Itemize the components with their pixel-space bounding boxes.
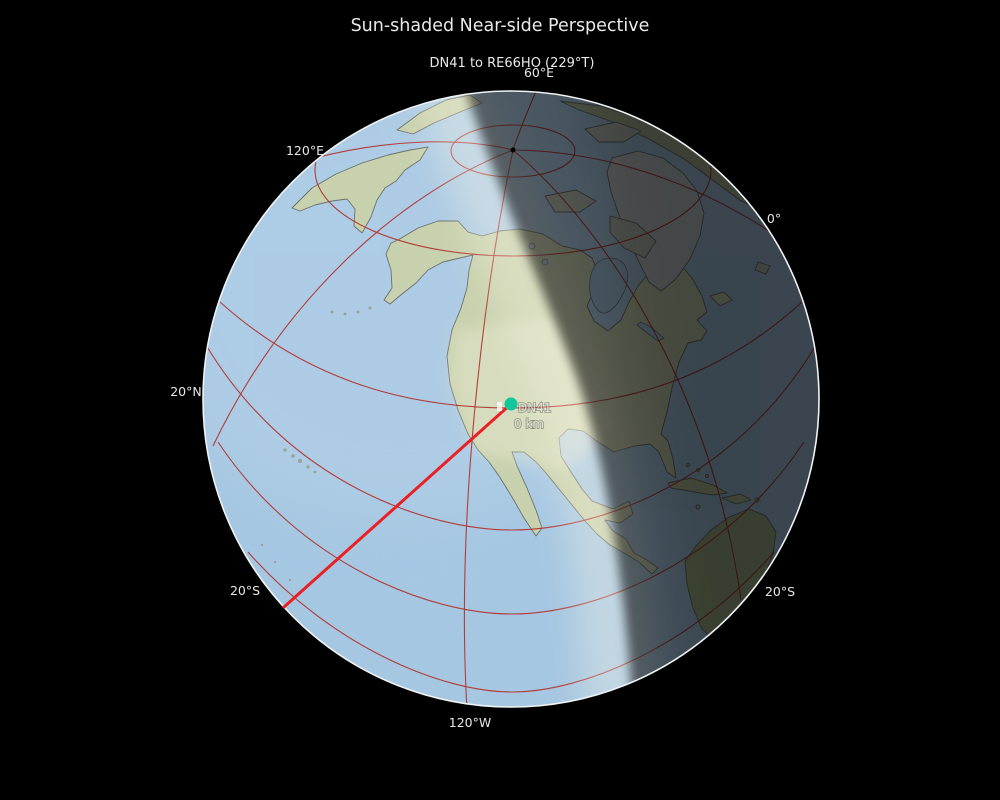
grid-label-20S-left: 20°S [230,583,260,598]
north-pole-dot [510,147,516,153]
page-title: Sun-shaded Near-side Perspective [351,16,650,36]
grid-label-120W: 120°W [449,715,491,730]
landmass-siberia [291,146,429,234]
page-subtitle: DN41 to RE66HO (229°T) [430,56,595,71]
island-hawaii [291,454,295,458]
globe-rim [202,90,820,708]
island-polynesia [288,578,292,582]
origin-distance-label: 0 km [514,417,544,431]
route-path-line [282,402,513,609]
island-aleutian [343,312,347,316]
grid-label-60E: 60°E [524,65,554,80]
island-aleutian [356,310,360,314]
grid-label-120E: 120°E [286,143,324,158]
island-hawaii [306,465,310,469]
origin-label-fragment [497,402,502,411]
island-polynesia [260,543,264,547]
island-hawaii [313,470,317,474]
twilight-glare-band [411,91,656,707]
grid-label-20N: 20°N [170,384,202,399]
grid-label-0: 0° [767,211,781,226]
grid-label-20S-right: 20°S [765,584,795,599]
island-aleutian [368,306,372,310]
island-aleutian [330,310,334,314]
night-shade-deep [575,91,819,707]
origin-marker-dot [504,397,518,411]
island-hawaii [283,448,287,452]
origin-marker-label: DN41 [518,401,552,415]
island-polynesia [273,560,277,564]
island-hawaii [298,459,302,463]
